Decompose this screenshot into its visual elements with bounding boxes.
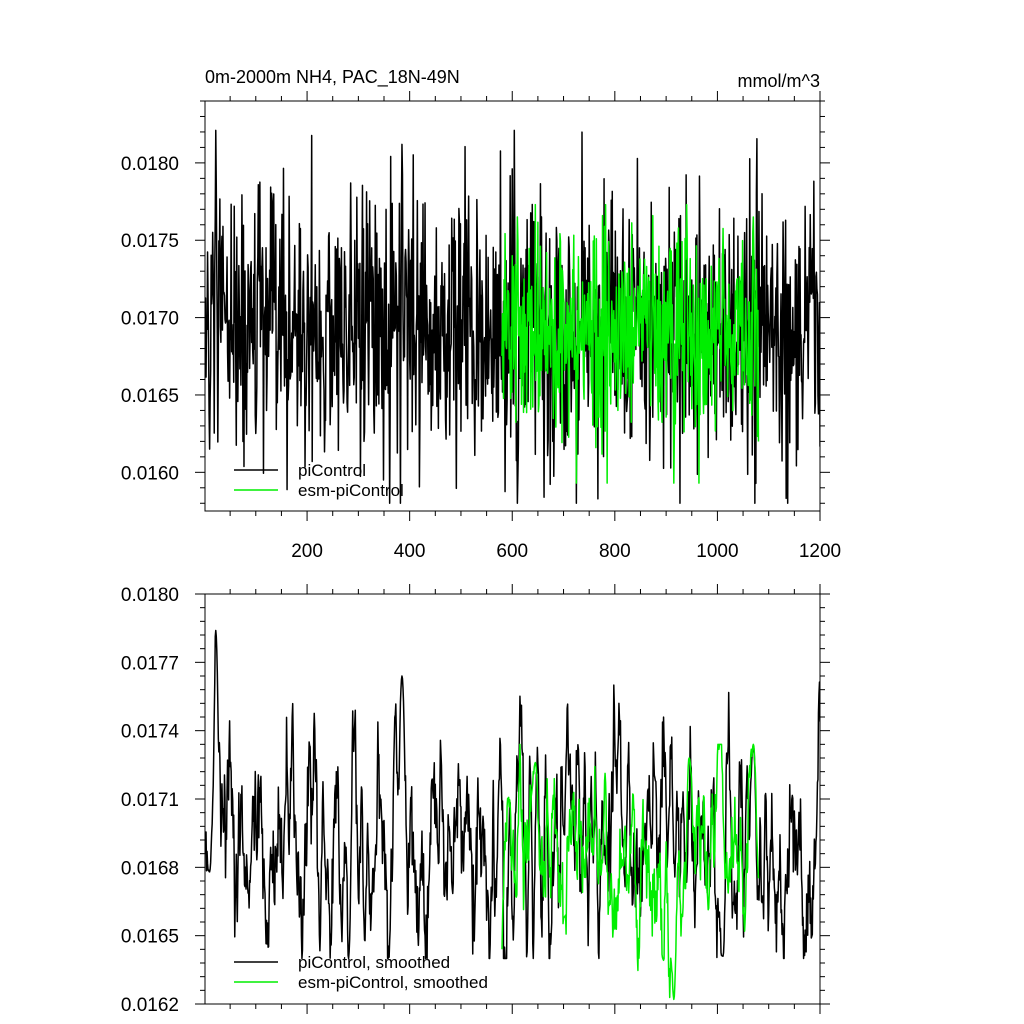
y-tick-label: 0.0165: [121, 927, 179, 948]
series-line-0: [205, 129, 820, 505]
y-tick-label: 0.0168: [121, 858, 179, 879]
y-tick-label: 0.0180: [121, 154, 179, 175]
bottom-legend: piControl, smoothed esm-piControl, smoot…: [234, 953, 488, 992]
y-tick-label: 0.0175: [121, 231, 179, 252]
legend-label-esm-picontrol: esm-piControl: [298, 481, 404, 500]
x-tick-label: 800: [599, 541, 631, 562]
top-series-group: [205, 129, 820, 505]
x-tick-label: 1200: [799, 541, 841, 562]
y-tick-label: 0.0162: [121, 995, 179, 1016]
legend-label-picontrol: piControl: [298, 461, 366, 480]
top-chart-units: mmol/m^3: [738, 71, 820, 91]
y-tick-label: 0.0160: [121, 463, 179, 484]
y-tick-label: 0.0177: [121, 653, 179, 674]
top-panel: 0m-2000m NH4, PAC_18N-49N mmol/m^3 200 40…: [121, 67, 841, 562]
x-tick-label: 200: [291, 541, 323, 562]
x-tick-label: 400: [394, 541, 426, 562]
bottom-plot-frame: [204, 593, 821, 1005]
top-chart-title: 0m-2000m NH4, PAC_18N-49N: [205, 67, 460, 88]
series-line-1: [501, 743, 760, 1001]
bottom-series-group: [205, 629, 820, 1001]
y-tick-label: 0.0180: [121, 585, 179, 606]
series-line-0: [205, 629, 820, 960]
y-tick-label: 0.0165: [121, 386, 179, 407]
top-legend: piControl esm-piControl: [234, 461, 404, 500]
y-tick-label: 0.0171: [121, 790, 179, 811]
bottom-panel: 0.0162 0.0165 0.0168 0.0171 0.0174 0.0177 0.01…: [121, 584, 830, 1016]
series-line-1: [501, 203, 760, 484]
x-tick-label: 600: [496, 541, 528, 562]
legend-label-esm-picontrol-smoothed: esm-piControl, smoothed: [298, 973, 488, 992]
top-axis-ticks: 200 400 600 800 1000 1200 0.0160 0.0165 0.0170 0.…: [121, 91, 841, 562]
bottom-axis-ticks: 0.0162 0.0165 0.0168 0.0171 0.0174 0.0177 0.01…: [121, 584, 830, 1016]
x-tick-label: 1000: [696, 541, 738, 562]
y-tick-label: 0.0174: [121, 722, 180, 743]
legend-label-picontrol-smoothed: piControl, smoothed: [298, 953, 450, 972]
y-tick-label: 0.0170: [121, 309, 179, 330]
